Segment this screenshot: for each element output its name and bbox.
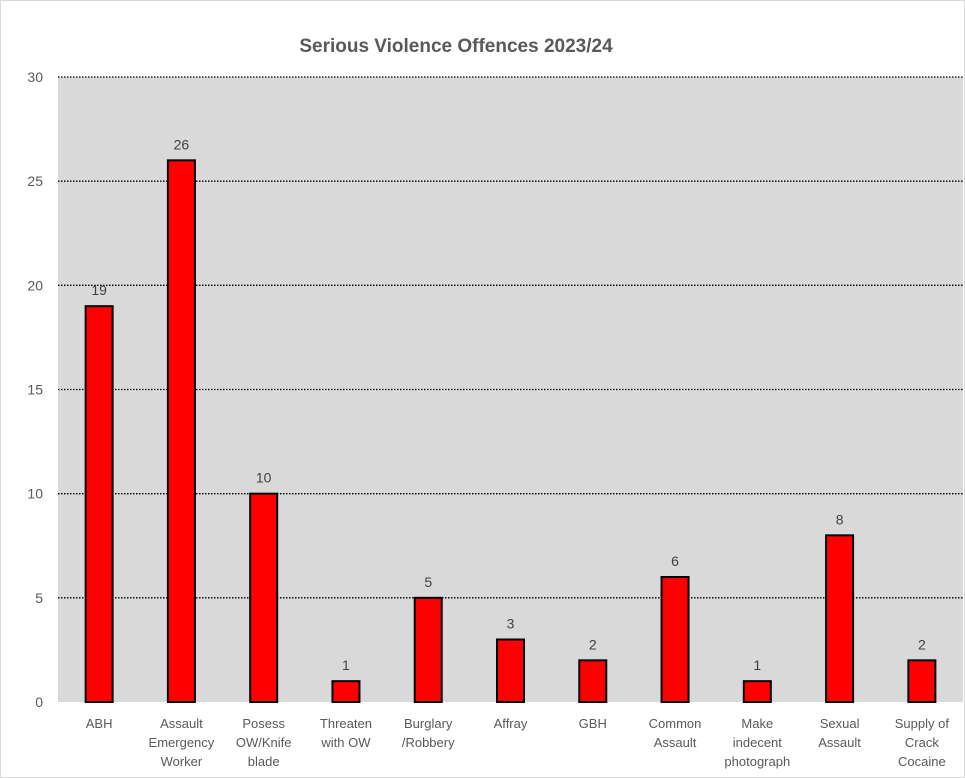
bar xyxy=(825,534,855,703)
data-label: 2 xyxy=(918,636,926,652)
x-category-label: ABH xyxy=(86,716,113,731)
bar xyxy=(578,659,608,703)
data-label: 1 xyxy=(753,657,761,673)
y-tick-label: 20 xyxy=(27,277,43,293)
x-category-label: GBH xyxy=(579,716,607,731)
bar xyxy=(907,659,937,703)
data-label: 3 xyxy=(507,616,515,632)
bars xyxy=(84,159,937,704)
y-tick-label: 0 xyxy=(35,694,43,710)
data-label: 10 xyxy=(256,470,272,486)
y-tick-label: 25 xyxy=(27,173,43,189)
chart-title: Serious Violence Offences 2023/24 xyxy=(299,36,613,57)
y-axis-ticks: 0 5 10 15 20 25 30 xyxy=(27,69,43,710)
x-category-label: Affray xyxy=(494,716,528,731)
y-tick-label: 15 xyxy=(27,382,43,398)
data-label: 19 xyxy=(91,282,107,298)
x-category-label: Burglary/Robbery xyxy=(402,716,455,750)
data-label: 26 xyxy=(174,136,190,152)
gridlines xyxy=(58,76,963,599)
x-category-label: Supply of Crack Cocaine xyxy=(895,716,950,769)
x-category-label: Assault Emergency Worker xyxy=(149,716,215,769)
bar xyxy=(742,680,772,704)
x-axis-categories: ABH Assault Emergency Worker Posess OW/Knife b… xyxy=(86,716,950,769)
bar xyxy=(413,596,443,703)
x-category-label: Posess OW/Knife blade xyxy=(236,716,292,769)
x-category-label: Common Assault xyxy=(649,716,702,750)
x-category-label: Threaten with OW xyxy=(320,716,372,750)
data-label: 6 xyxy=(671,553,679,569)
y-tick-label: 30 xyxy=(27,69,43,85)
bar xyxy=(249,492,279,703)
bar xyxy=(84,305,114,703)
data-label: 1 xyxy=(342,657,350,673)
bar xyxy=(660,576,690,703)
y-tick-label: 10 xyxy=(27,486,43,502)
y-tick-label: 5 xyxy=(35,590,43,606)
x-category-label: Sexual Assault xyxy=(818,716,861,750)
bar xyxy=(496,638,525,703)
bar xyxy=(166,159,196,704)
data-label: 2 xyxy=(589,636,597,652)
bar xyxy=(331,680,361,704)
data-label: 8 xyxy=(836,511,844,527)
x-category-label: Make indecent photograph xyxy=(724,716,790,769)
data-label: 5 xyxy=(424,574,432,590)
